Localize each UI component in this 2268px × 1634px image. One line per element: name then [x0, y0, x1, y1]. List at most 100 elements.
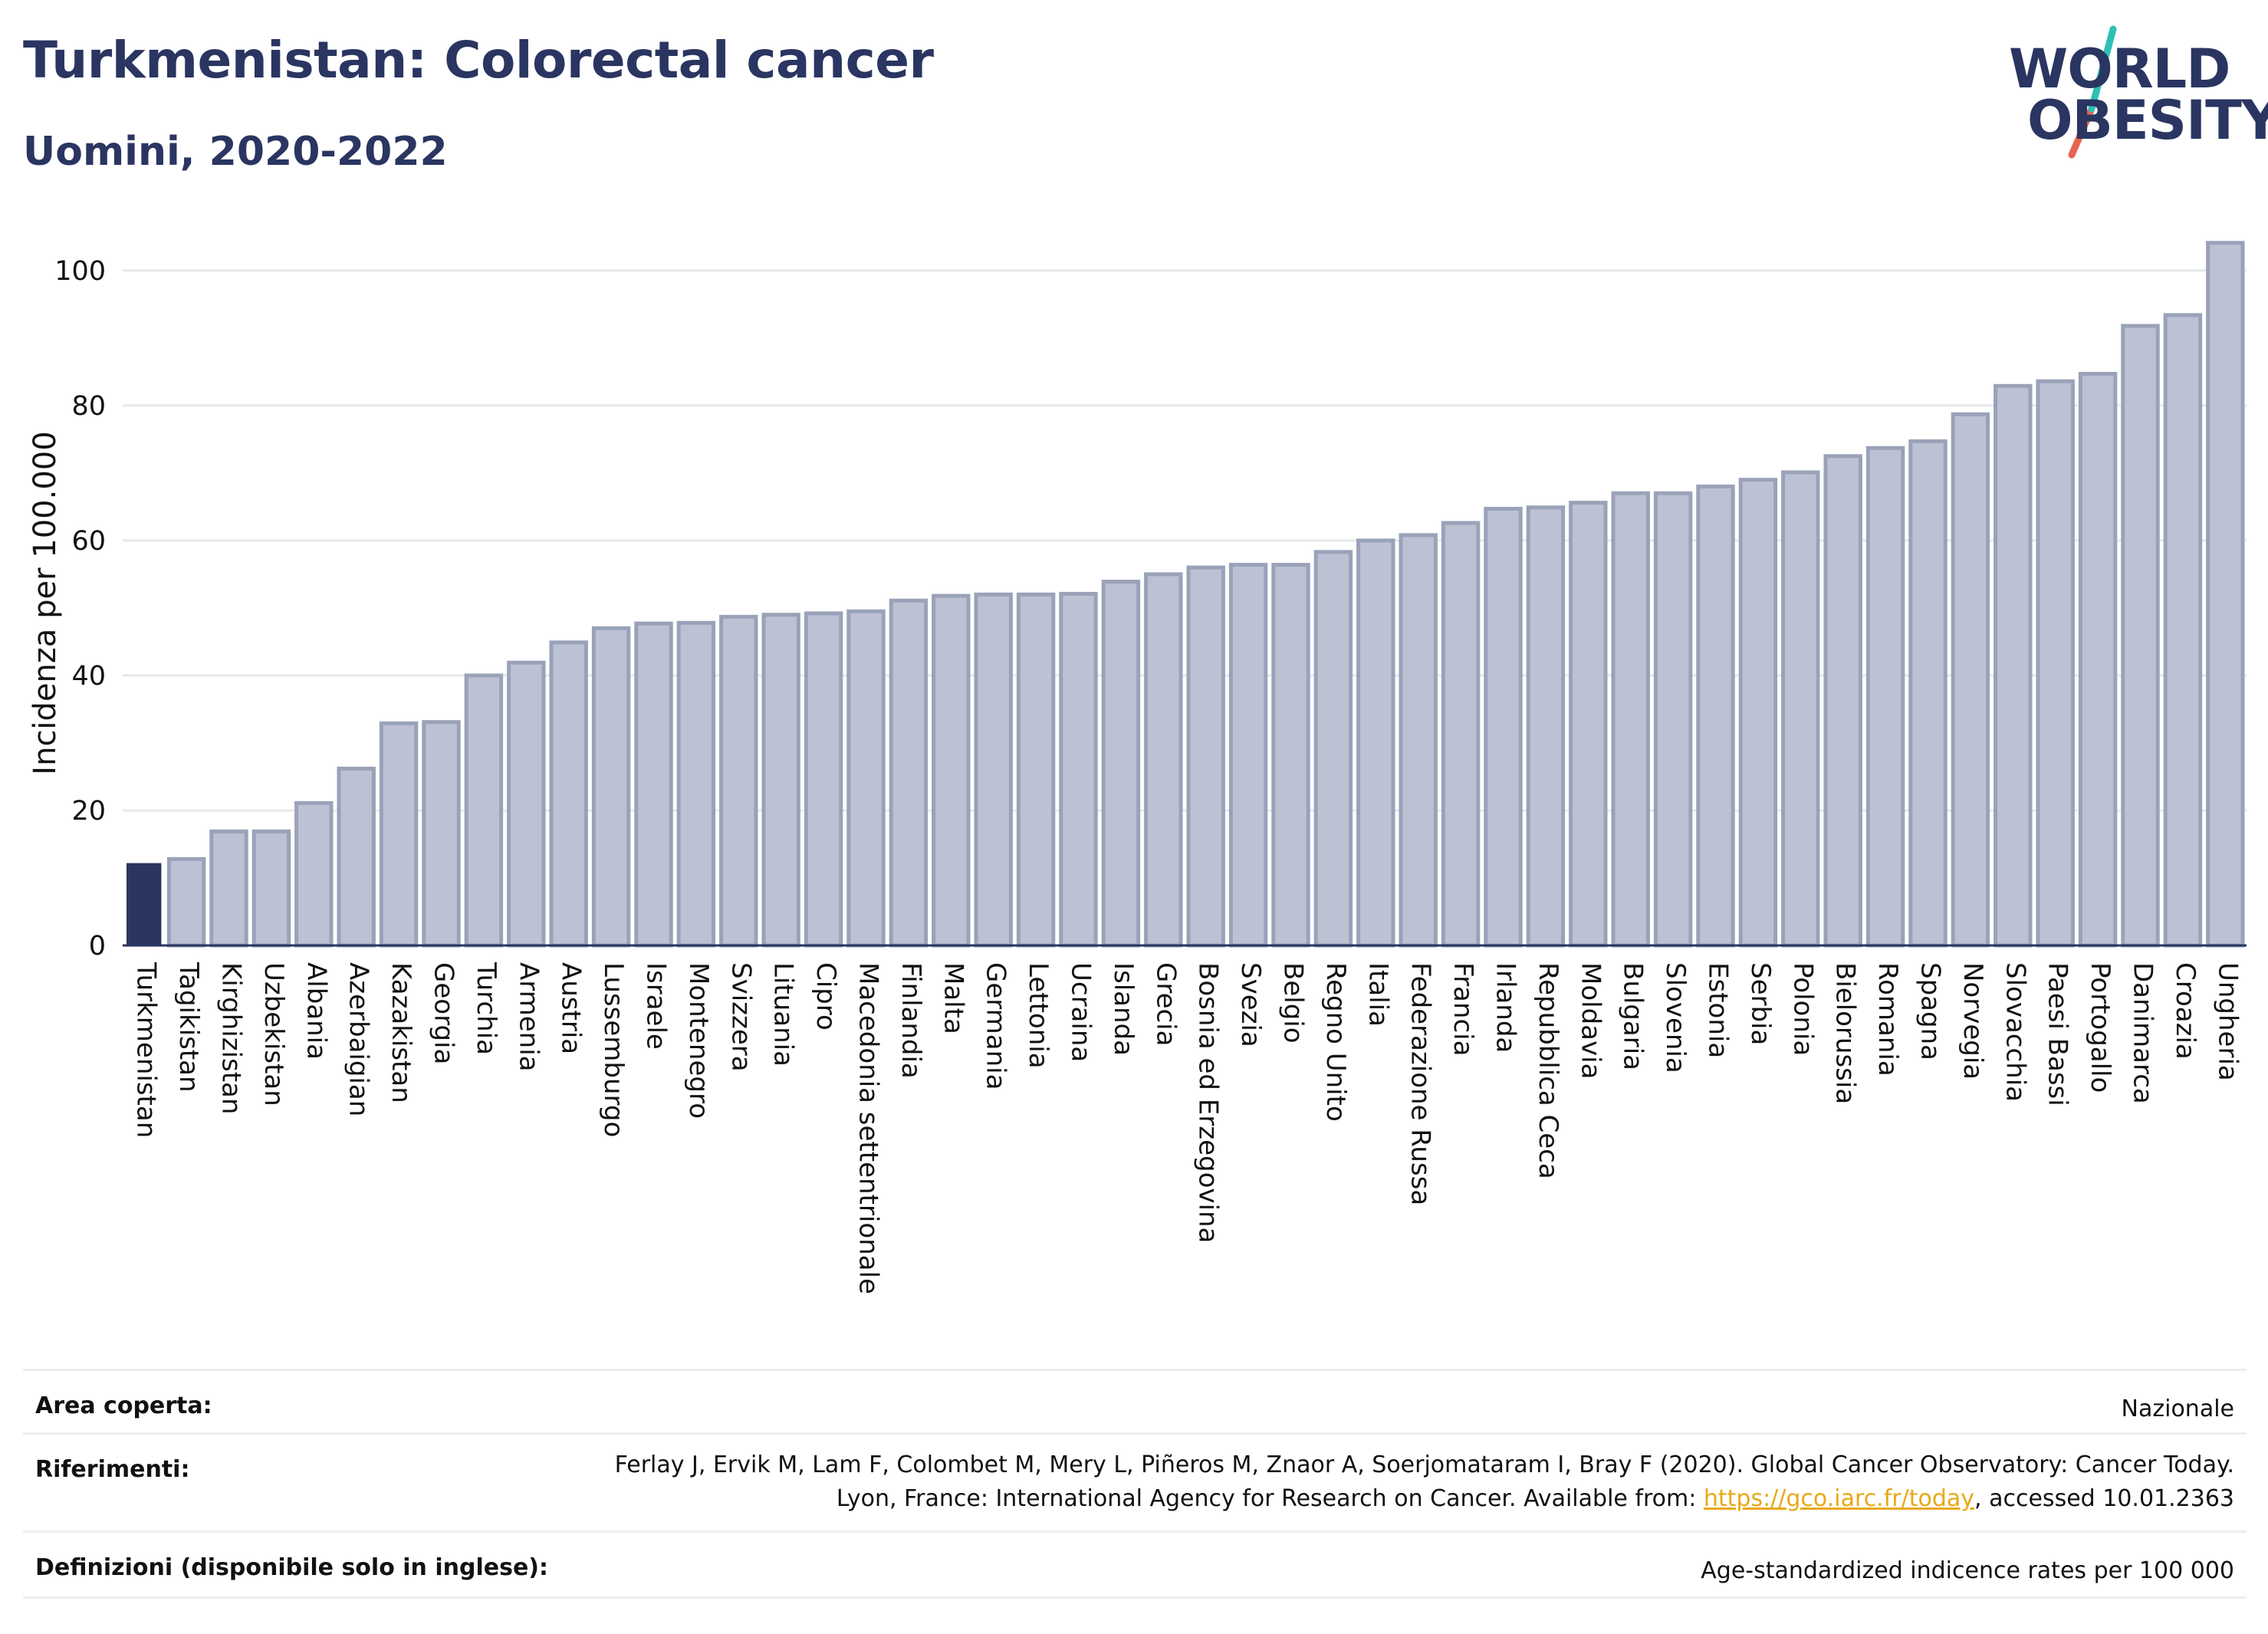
- x-tick-label: Bielorussia: [1830, 962, 1861, 1104]
- x-tick-label: Kirghizistan: [216, 962, 247, 1114]
- bar-turkmenistan: [126, 863, 162, 945]
- x-tick-label: Israele: [641, 962, 672, 1050]
- x-tick-label: Azerbaigian: [343, 962, 374, 1116]
- bar-austria: [549, 640, 588, 948]
- x-tick-label: Islanda: [1108, 962, 1139, 1056]
- bar-tagikistan: [166, 856, 206, 948]
- bar-belgio: [1271, 563, 1310, 948]
- chart-title: Turkmenistan: Colorectal cancer: [23, 31, 934, 90]
- bar-romania: [1865, 445, 1905, 948]
- bar-montenegro: [676, 620, 716, 948]
- references-text: Ferlay J, Ervik M, Lam F, Colombet M, Me…: [586, 1448, 2234, 1516]
- x-tick-label: Macedonia settentrionale: [853, 962, 884, 1294]
- x-tick-label: Croazia: [2170, 962, 2201, 1060]
- bar-macedonia-settentrionale: [846, 609, 886, 948]
- x-tick-label: Svizzera: [725, 962, 756, 1072]
- bar-kirghizistan: [209, 829, 248, 948]
- x-tick-label: Uzbekistan: [258, 962, 289, 1106]
- bar-moldavia: [1569, 501, 1608, 948]
- x-tick-label: Grecia: [1150, 962, 1181, 1046]
- bar-regno-unito: [1313, 550, 1353, 948]
- footer-row-definitions: Definizioni (disponibile solo in inglese…: [23, 1530, 2247, 1599]
- bar-repubblica-ceca: [1526, 505, 1566, 948]
- x-tick-label: Ungheria: [2212, 962, 2243, 1081]
- x-tick-label: Belgio: [1278, 962, 1309, 1044]
- y-tick-label: 40: [71, 661, 106, 692]
- x-tick-label: Austria: [556, 962, 587, 1054]
- x-tick-label: Romania: [1872, 962, 1903, 1077]
- chart-subtitle: Uomini, 2020-2022: [23, 129, 448, 175]
- bar-malta: [932, 593, 971, 948]
- logo-word-obesity: OBESITY: [2027, 89, 2268, 152]
- x-tick-label: Lettonia: [1023, 962, 1053, 1069]
- bar-armenia: [507, 660, 546, 948]
- x-tick-label: Polonia: [1787, 962, 1818, 1056]
- references-text-part2: , accessed 10.01.2363: [1974, 1485, 2234, 1512]
- chart-footer: Area coperta: Nazionale Riferimenti: Fer…: [23, 1369, 2247, 1599]
- bar-cipro: [804, 611, 843, 948]
- logo-slash-coral: [2068, 105, 2095, 159]
- bar-finlandia: [889, 598, 929, 948]
- bar-ungheria: [2206, 241, 2245, 948]
- bar-portogallo: [2078, 371, 2118, 948]
- bar-polonia: [1781, 470, 1820, 948]
- x-tick-label: Danimarca: [2128, 962, 2158, 1104]
- bar-albania: [294, 801, 334, 948]
- bar-germania: [974, 592, 1013, 948]
- bar-bulgaria: [1611, 491, 1650, 948]
- y-tick-label: 60: [71, 526, 106, 557]
- definitions-value: Age-standardized indicence rates per 100…: [1701, 1557, 2234, 1584]
- x-tick-label: Svezia: [1235, 962, 1266, 1047]
- x-tick-label: Ucraina: [1066, 962, 1096, 1062]
- x-tick-label: Slovacchia: [2000, 962, 2030, 1102]
- x-tick-label: Montenegro: [683, 962, 714, 1119]
- x-tick-label: Turkmenistan: [131, 962, 162, 1138]
- bar-lussemburgo: [591, 626, 631, 948]
- x-tick-label: Francia: [1448, 962, 1478, 1056]
- x-tick-label: Finlandia: [896, 962, 926, 1079]
- bar-italia: [1356, 538, 1395, 948]
- footer-row-area: Area coperta: Nazionale: [23, 1369, 2247, 1432]
- bar-bosnia-ed-erzegovina: [1186, 565, 1225, 948]
- bar-ucraina: [1059, 591, 1098, 948]
- x-tick-label: Norvegia: [1957, 962, 1988, 1080]
- bar-svezia: [1228, 563, 1268, 948]
- bar-lituania: [761, 613, 800, 948]
- bar-slovenia: [1653, 491, 1693, 948]
- x-tick-label: Serbia: [1745, 962, 1776, 1045]
- x-tick-label: Slovenia: [1660, 962, 1691, 1073]
- x-tick-label: Albania: [301, 962, 331, 1060]
- bar-irlanda: [1484, 507, 1523, 948]
- y-axis-label: Incidenza per 100.000: [28, 431, 63, 774]
- x-tick-label: Paesi Bassi: [2043, 962, 2073, 1106]
- bar-croazia: [2163, 313, 2203, 948]
- x-tick-label: Turchia: [471, 962, 501, 1055]
- y-tick-label: 80: [71, 391, 106, 422]
- x-tick-label: Irlanda: [1491, 962, 1521, 1053]
- bar-bielorussia: [1823, 454, 1862, 948]
- references-link[interactable]: https://gco.iarc.fr/today: [1703, 1485, 1975, 1512]
- references-label: Riferimenti:: [35, 1456, 190, 1483]
- bar-georgia: [422, 720, 461, 948]
- x-tick-label: Portogallo: [2085, 962, 2115, 1093]
- x-tick-label: Moldavia: [1575, 962, 1606, 1079]
- bar-chart: 0 20 40 60 80 100 Turkmenistan Tagikistan Kirgh…: [28, 241, 2247, 1294]
- y-tick-label: 20: [71, 796, 106, 827]
- definitions-label: Definizioni (disponibile solo in inglese…: [35, 1554, 548, 1581]
- x-tick-label: Bulgaria: [1618, 962, 1648, 1070]
- x-tick-label: Tagikistan: [173, 962, 204, 1093]
- x-tick-label: Kazakistan: [386, 962, 416, 1103]
- bar-azerbaigian: [337, 766, 376, 948]
- y-tick-label: 100: [54, 256, 106, 287]
- area-value: Nazionale: [2121, 1396, 2234, 1422]
- bar-federazione-russa: [1399, 533, 1438, 948]
- x-tick-label: Lituania: [768, 962, 799, 1067]
- bar-estonia: [1696, 484, 1735, 948]
- x-tick-label: Spagna: [1915, 962, 1946, 1060]
- x-tick-labels: Turkmenistan Tagikistan Kirghizistan Uzbeki…: [131, 962, 2243, 1294]
- bar-uzbekistan: [251, 829, 291, 948]
- x-tick-label: Estonia: [1703, 962, 1734, 1058]
- x-tick-label: Federazione Russa: [1405, 962, 1436, 1205]
- world-obesity-logo: WORLD OBESITY: [2001, 23, 2268, 161]
- x-tick-label: Georgia: [429, 962, 459, 1064]
